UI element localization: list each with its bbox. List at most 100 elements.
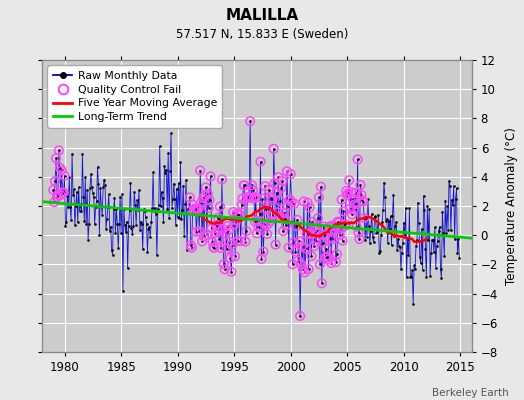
Point: [346, 206, 354, 212]
Point: [214, 214, 222, 221]
Point: [359, 198, 367, 205]
Point: [242, 228, 250, 234]
Point: [280, 210, 288, 216]
Point: [184, 206, 192, 212]
Point: [170, 180, 178, 187]
Point: [311, 227, 319, 234]
Point: [51, 178, 59, 184]
Point: [372, 213, 380, 220]
Point: [217, 245, 225, 251]
Point: [203, 191, 212, 197]
Point: [269, 146, 278, 152]
Point: [367, 228, 375, 234]
Point: [54, 192, 62, 198]
Point: [231, 253, 239, 260]
Point: [227, 268, 235, 275]
Point: [315, 261, 324, 268]
Point: [445, 178, 453, 184]
Point: [417, 260, 425, 266]
Point: [249, 187, 257, 194]
Point: [313, 227, 321, 234]
Point: [292, 223, 301, 230]
Point: [241, 238, 249, 245]
Point: [114, 245, 123, 251]
Point: [336, 226, 345, 232]
Point: [261, 183, 269, 190]
Point: [203, 231, 211, 238]
Point: [231, 253, 239, 260]
Point: [345, 177, 353, 183]
Point: [119, 288, 127, 294]
Point: [227, 268, 235, 275]
Point: [283, 168, 291, 174]
Point: [95, 232, 104, 238]
Point: [188, 244, 196, 251]
Point: [268, 197, 276, 203]
Point: [133, 197, 141, 204]
Point: [310, 243, 319, 250]
Point: [88, 184, 96, 190]
Point: [213, 226, 221, 232]
Point: [336, 226, 345, 232]
Point: [190, 208, 199, 214]
Point: [190, 208, 199, 214]
Point: [72, 203, 80, 209]
Point: [323, 253, 332, 260]
Point: [162, 167, 170, 174]
Point: [402, 274, 411, 280]
Point: [59, 190, 67, 196]
Point: [384, 240, 392, 246]
Point: [219, 226, 227, 232]
Point: [258, 196, 267, 202]
Point: [191, 205, 200, 212]
Point: [199, 195, 207, 201]
Point: [236, 212, 244, 218]
Point: [400, 219, 408, 226]
Point: [180, 232, 189, 239]
Point: [390, 232, 399, 239]
Point: [239, 182, 248, 188]
Point: [288, 199, 296, 205]
Point: [257, 256, 266, 262]
Point: [281, 215, 289, 222]
Point: [288, 261, 297, 268]
Point: [293, 217, 301, 223]
Point: [54, 147, 63, 154]
Point: [254, 218, 262, 224]
Point: [234, 238, 242, 244]
Point: [235, 211, 243, 218]
Point: [408, 267, 417, 273]
Point: [67, 216, 75, 223]
Point: [342, 188, 351, 194]
Point: [224, 227, 233, 234]
Y-axis label: Temperature Anomaly (°C): Temperature Anomaly (°C): [505, 127, 518, 285]
Point: [206, 173, 215, 180]
Point: [91, 204, 100, 210]
Point: [283, 203, 292, 209]
Point: [211, 230, 220, 236]
Point: [334, 218, 342, 225]
Point: [69, 192, 77, 198]
Point: [352, 190, 360, 196]
Point: [208, 239, 216, 245]
Point: [217, 176, 226, 182]
Point: [322, 246, 331, 252]
Point: [366, 240, 374, 246]
Point: [224, 227, 233, 234]
Point: [237, 201, 246, 208]
Point: [255, 224, 263, 230]
Point: [315, 194, 323, 200]
Point: [357, 192, 366, 198]
Point: [267, 194, 275, 201]
Point: [65, 174, 73, 180]
Point: [298, 243, 306, 250]
Point: [431, 224, 439, 231]
Point: [194, 205, 203, 211]
Point: [94, 181, 103, 188]
Point: [347, 189, 355, 195]
Point: [271, 242, 280, 248]
Point: [270, 180, 279, 186]
Point: [272, 189, 281, 196]
Point: [253, 230, 261, 236]
Point: [299, 266, 307, 272]
